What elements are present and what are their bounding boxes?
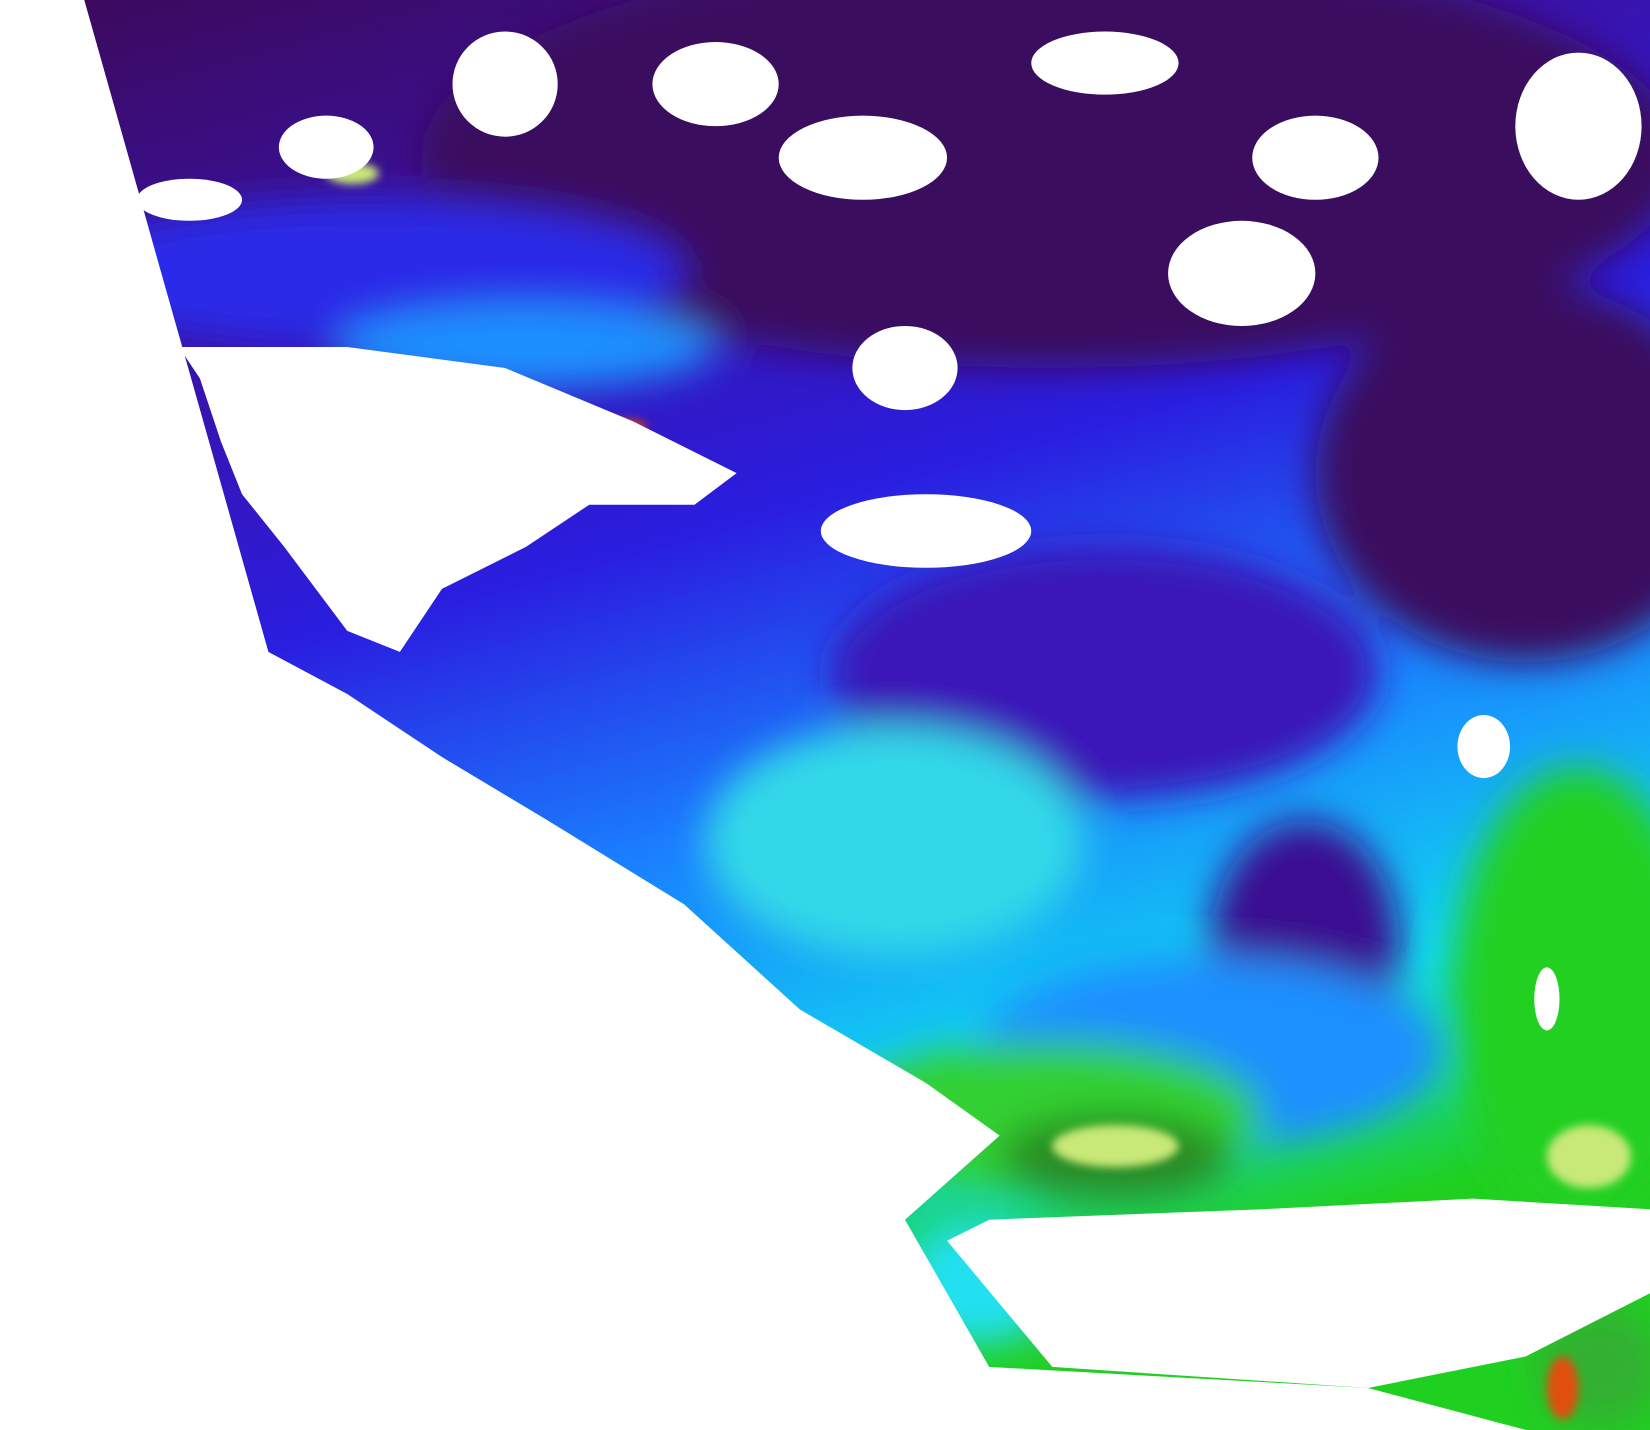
land-mask-south bbox=[947, 1198, 1650, 1388]
cloud bbox=[852, 325, 958, 411]
yellow-green-shoal-east bbox=[1546, 1125, 1632, 1189]
deep-purple-region-east bbox=[1315, 283, 1650, 663]
land-mask-island bbox=[820, 494, 1032, 568]
land-mask-southwest bbox=[0, 0, 1526, 1430]
cloud bbox=[652, 42, 779, 127]
cloud bbox=[452, 31, 558, 137]
cloud bbox=[1031, 31, 1179, 95]
cloud bbox=[1515, 52, 1642, 200]
cloud bbox=[136, 178, 243, 221]
cloud bbox=[1534, 967, 1560, 1031]
cyan-region bbox=[705, 725, 1084, 957]
red-patch-southeast bbox=[1546, 1356, 1579, 1420]
yellow-green-shoal bbox=[1052, 1125, 1179, 1168]
cloud bbox=[1168, 220, 1316, 326]
land-mask-north bbox=[178, 346, 737, 652]
cloud bbox=[1252, 115, 1379, 200]
cloud bbox=[1457, 715, 1511, 779]
cloud bbox=[278, 115, 374, 179]
cloud bbox=[778, 115, 948, 200]
